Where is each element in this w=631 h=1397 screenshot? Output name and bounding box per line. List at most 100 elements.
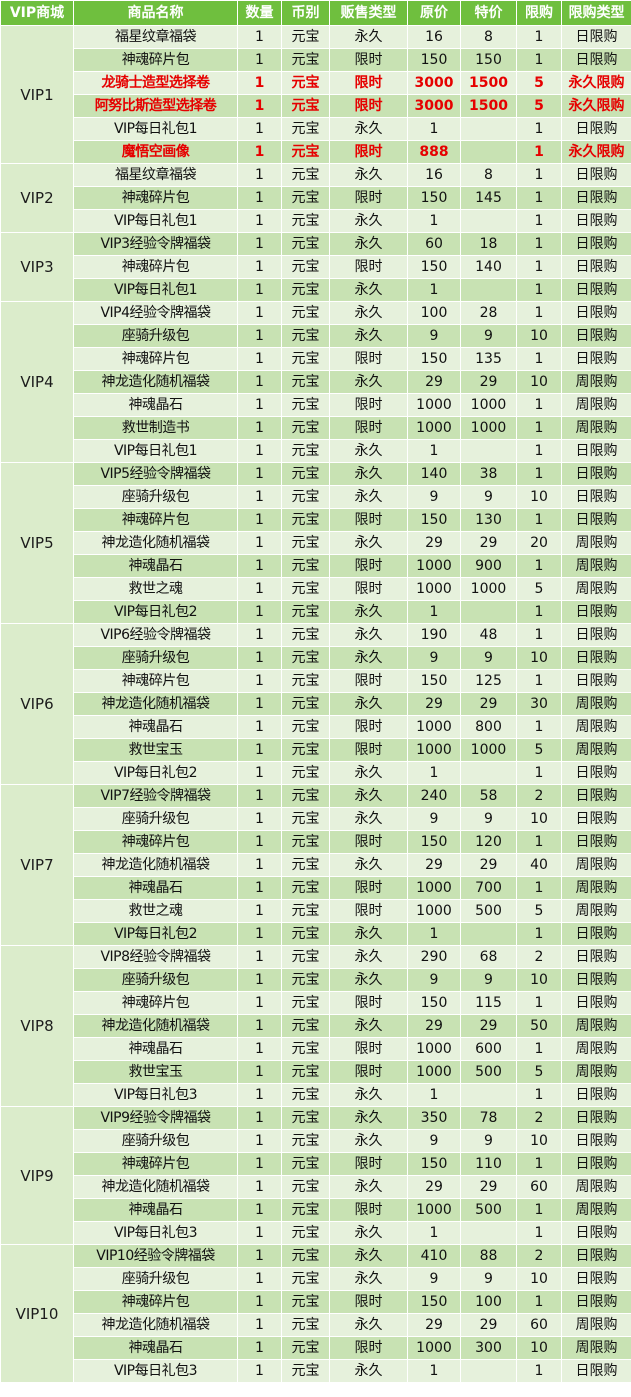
- purchase-limit-cell: 2: [516, 945, 562, 969]
- sale-type-cell: 永久: [329, 163, 408, 187]
- special-price-cell: [460, 1083, 517, 1107]
- limit-type-cell: 日限购: [561, 25, 631, 49]
- currency-cell: 元宝: [281, 991, 330, 1015]
- item-name-cell: VIP每日礼包1: [73, 117, 238, 141]
- sale-type-cell: 限时: [329, 1336, 408, 1360]
- table-row: 座骑升级包 1 元宝 永久 9 9 10 日限购: [1, 968, 631, 992]
- purchase-limit-cell: 5: [516, 738, 562, 762]
- special-price-cell: [460, 1359, 517, 1383]
- table-row: 神龙造化随机福袋 1 元宝 永久 29 29 10 周限购: [1, 370, 631, 394]
- currency-cell: 元宝: [281, 922, 330, 946]
- table-row: 座骑升级包 1 元宝 永久 9 9 10 日限购: [1, 324, 631, 348]
- sale-type-cell: 永久: [329, 784, 408, 808]
- sale-type-cell: 永久: [329, 968, 408, 992]
- sale-type-cell: 永久: [329, 646, 408, 670]
- sale-type-cell: 永久: [329, 761, 408, 785]
- currency-cell: 元宝: [281, 807, 330, 831]
- purchase-limit-cell: 1: [516, 347, 562, 371]
- sale-type-cell: 永久: [329, 922, 408, 946]
- special-price-cell: [460, 600, 517, 624]
- quantity-cell: 1: [237, 416, 282, 440]
- special-price-cell: 145: [460, 186, 517, 210]
- currency-cell: 元宝: [281, 1244, 330, 1268]
- header-special-price: 特价: [460, 0, 517, 26]
- item-name-cell: 座骑升级包: [73, 646, 238, 670]
- original-price-cell: 1000: [407, 1037, 461, 1061]
- table-row: VIP每日礼包1 1 元宝 永久 1 1 日限购: [1, 278, 631, 302]
- table-row: 神魂碎片包 1 元宝 限时 150 150 1 日限购: [1, 48, 631, 72]
- limit-type-cell: 日限购: [561, 1129, 631, 1153]
- special-price-cell: 1000: [460, 738, 517, 762]
- header-vip-shop: VIP商城: [0, 0, 74, 26]
- quantity-cell: 1: [237, 1129, 282, 1153]
- currency-cell: 元宝: [281, 876, 330, 900]
- purchase-limit-cell: 5: [516, 899, 562, 923]
- table-row: 救世制造书 1 元宝 限时 1000 1000 1 周限购: [1, 416, 631, 440]
- table-row: 神龙造化随机福袋 1 元宝 永久 29 29 20 周限购: [1, 531, 631, 555]
- original-price-cell: 9: [407, 485, 461, 509]
- quantity-cell: 1: [237, 830, 282, 854]
- sale-type-cell: 永久: [329, 1313, 408, 1337]
- currency-cell: 元宝: [281, 1060, 330, 1084]
- quantity-cell: 1: [237, 508, 282, 532]
- currency-cell: 元宝: [281, 899, 330, 923]
- table-row: VIP7 VIP7经验令牌福袋 1 元宝 永久 240 58 2 日限购: [0, 784, 631, 946]
- table-row: 救世宝玉 1 元宝 限时 1000 1000 5 周限购: [1, 738, 631, 762]
- special-price-cell: 38: [460, 462, 517, 486]
- sale-type-cell: 限时: [329, 71, 408, 95]
- sale-type-cell: 永久: [329, 692, 408, 716]
- currency-cell: 元宝: [281, 738, 330, 762]
- limit-type-cell: 日限购: [561, 48, 631, 72]
- quantity-cell: 1: [237, 922, 282, 946]
- special-price-cell: 100: [460, 1290, 517, 1314]
- item-name-cell: VIP7经验令牌福袋: [73, 784, 238, 808]
- currency-cell: 元宝: [281, 71, 330, 95]
- quantity-cell: 1: [237, 439, 282, 463]
- purchase-limit-cell: 1: [516, 715, 562, 739]
- purchase-limit-cell: 1: [516, 830, 562, 854]
- limit-type-cell: 周限购: [561, 1060, 631, 1084]
- sale-type-cell: 永久: [329, 1244, 408, 1268]
- vip-level-cell: VIP7: [0, 784, 74, 946]
- special-price-cell: 110: [460, 1152, 517, 1176]
- table-row: 救世之魂 1 元宝 限时 1000 500 5 周限购: [1, 899, 631, 923]
- limit-type-cell: 日限购: [561, 117, 631, 141]
- table-row: VIP3 VIP3经验令牌福袋 1 元宝 永久 60 18 1 日限购: [0, 232, 631, 302]
- special-price-cell: 130: [460, 508, 517, 532]
- quantity-cell: 1: [237, 71, 282, 95]
- special-price-cell: 125: [460, 669, 517, 693]
- special-price-cell: 500: [460, 1198, 517, 1222]
- original-price-cell: 1000: [407, 715, 461, 739]
- original-price-cell: 1000: [407, 738, 461, 762]
- quantity-cell: 1: [237, 94, 282, 118]
- sale-type-cell: 永久: [329, 853, 408, 877]
- table-row: VIP每日礼包1 1 元宝 永久 1 1 日限购: [1, 209, 631, 233]
- item-name-cell: VIP8经验令牌福袋: [73, 945, 238, 969]
- table-row: 神魂晶石 1 元宝 限时 1000 800 1 周限购: [1, 715, 631, 739]
- purchase-limit-cell: 1: [516, 508, 562, 532]
- quantity-cell: 1: [237, 301, 282, 325]
- original-price-cell: 1000: [407, 899, 461, 923]
- purchase-limit-cell: 50: [516, 1014, 562, 1038]
- quantity-cell: 1: [237, 784, 282, 808]
- limit-type-cell: 日限购: [561, 1359, 631, 1383]
- original-price-cell: 240: [407, 784, 461, 808]
- special-price-cell: 78: [460, 1106, 517, 1130]
- vip-level-cell: VIP5: [0, 462, 74, 624]
- special-price-cell: 88: [460, 1244, 517, 1268]
- sale-type-cell: 永久: [329, 945, 408, 969]
- purchase-limit-cell: 1: [516, 278, 562, 302]
- limit-type-cell: 日限购: [561, 945, 631, 969]
- sale-type-cell: 限时: [329, 255, 408, 279]
- sale-type-cell: 永久: [329, 1267, 408, 1291]
- limit-type-cell: 周限购: [561, 1313, 631, 1337]
- currency-cell: 元宝: [281, 554, 330, 578]
- currency-cell: 元宝: [281, 1129, 330, 1153]
- purchase-limit-cell: 2: [516, 1244, 562, 1268]
- purchase-limit-cell: 30: [516, 692, 562, 716]
- limit-type-cell: 周限购: [561, 531, 631, 555]
- header-quantity: 数量: [237, 0, 282, 26]
- table-row: VIP1 福星纹章福袋 1 元宝 永久 16 8 1 日限购: [0, 25, 631, 164]
- purchase-limit-cell: 10: [516, 485, 562, 509]
